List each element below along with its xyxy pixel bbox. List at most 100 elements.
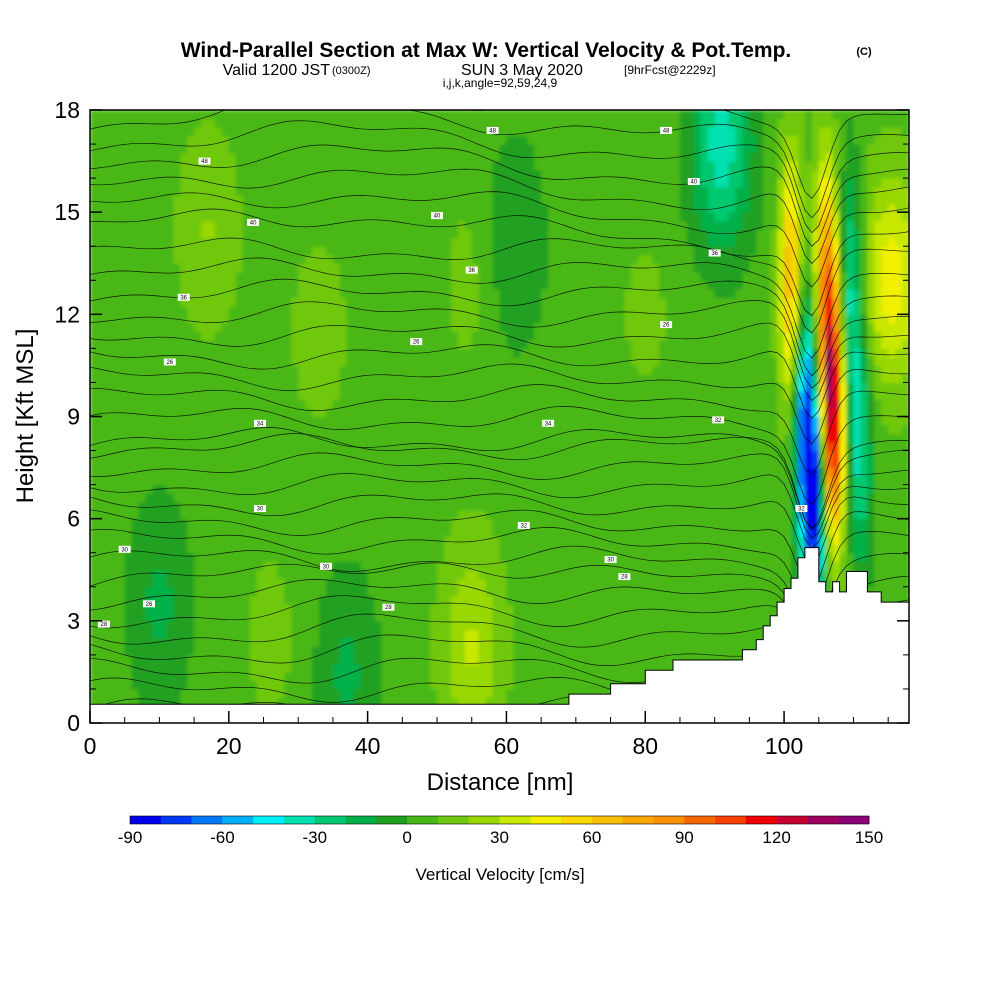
velocity-cell xyxy=(450,476,459,486)
velocity-cell xyxy=(534,518,542,528)
velocity-cell xyxy=(90,254,98,264)
velocity-cell xyxy=(117,144,126,154)
velocity-cell xyxy=(235,450,244,460)
velocity-cell xyxy=(256,561,265,571)
velocity-cell xyxy=(194,629,202,639)
velocity-cell xyxy=(346,186,355,196)
velocity-cell xyxy=(346,297,355,307)
velocity-cell xyxy=(450,203,459,213)
velocity-cell xyxy=(187,484,195,494)
velocity-cell xyxy=(416,280,424,290)
velocity-cell xyxy=(207,518,216,528)
velocity-cell xyxy=(409,322,417,332)
velocity-cell xyxy=(492,612,501,622)
velocity-cell xyxy=(492,254,501,264)
velocity-cell xyxy=(534,484,542,494)
velocity-cell xyxy=(90,433,98,443)
velocity-cell xyxy=(305,646,313,656)
velocity-cell xyxy=(277,254,285,264)
velocity-cell xyxy=(131,314,140,324)
velocity-cell xyxy=(471,390,480,401)
velocity-cell xyxy=(312,527,320,537)
velocity-cell xyxy=(263,586,272,596)
velocity-cell xyxy=(478,356,487,367)
velocity-cell xyxy=(207,322,216,332)
velocity-cell xyxy=(166,195,174,205)
velocity-cell xyxy=(228,544,237,554)
velocity-cell xyxy=(353,237,362,247)
velocity-cell xyxy=(561,144,570,154)
velocity-cell xyxy=(464,450,473,460)
velocity-cell xyxy=(124,518,133,528)
velocity-cell xyxy=(568,595,577,605)
velocity-cell xyxy=(506,663,514,673)
velocity-cell xyxy=(409,476,417,486)
velocity-cell xyxy=(235,603,244,613)
velocity-cell xyxy=(291,220,299,230)
velocity-cell xyxy=(478,663,487,673)
velocity-cell xyxy=(152,646,161,656)
velocity-cell xyxy=(90,305,98,315)
velocity-cell xyxy=(110,425,119,435)
velocity-cell xyxy=(277,518,285,528)
velocity-cell xyxy=(145,178,154,188)
velocity-cell xyxy=(353,390,362,401)
velocity-cell xyxy=(395,688,403,699)
velocity-cell xyxy=(124,220,133,230)
velocity-cell xyxy=(478,110,487,120)
velocity-cell xyxy=(568,561,577,571)
velocity-cell xyxy=(124,322,133,332)
velocity-cell xyxy=(298,161,306,171)
velocity-cell xyxy=(513,118,521,128)
velocity-cell xyxy=(235,297,244,307)
velocity-cell xyxy=(256,339,265,349)
velocity-cell xyxy=(464,212,473,222)
velocity-cell xyxy=(291,612,299,622)
velocity-cell xyxy=(145,680,154,690)
velocity-cell xyxy=(561,288,570,298)
velocity-cell xyxy=(277,127,285,137)
velocity-cell xyxy=(568,569,577,579)
velocity-cell xyxy=(221,561,230,571)
velocity-cell xyxy=(159,271,167,281)
velocity-cell xyxy=(277,399,285,409)
velocity-cell xyxy=(117,399,126,409)
velocity-cell xyxy=(506,646,514,656)
velocity-cell xyxy=(353,195,362,205)
velocity-cell xyxy=(381,467,390,477)
velocity-cell xyxy=(339,399,348,409)
velocity-cell xyxy=(166,237,174,247)
velocity-cell xyxy=(548,399,556,409)
velocity-cell xyxy=(457,407,466,418)
velocity-cell xyxy=(388,152,396,162)
velocity-cell xyxy=(263,603,272,613)
velocity-cell xyxy=(110,356,119,367)
velocity-cell xyxy=(173,595,181,605)
velocity-cell xyxy=(90,629,98,639)
velocity-cell xyxy=(541,578,549,588)
velocity-cell xyxy=(117,297,126,307)
velocity-cell xyxy=(110,305,119,315)
velocity-cell xyxy=(173,552,181,562)
velocity-cell xyxy=(478,425,487,435)
velocity-cell xyxy=(374,663,383,673)
velocity-cell xyxy=(506,467,514,477)
velocity-cell xyxy=(124,442,133,452)
velocity-cell xyxy=(381,552,390,562)
velocity-cell xyxy=(256,646,265,656)
velocity-cell xyxy=(395,305,403,315)
velocity-cell xyxy=(291,416,299,426)
velocity-cell xyxy=(381,135,390,145)
velocity-cell xyxy=(367,586,376,596)
velocity-cell xyxy=(152,595,161,605)
velocity-cell xyxy=(499,510,508,520)
velocity-cell xyxy=(339,510,348,520)
velocity-cell xyxy=(402,305,410,315)
velocity-cell xyxy=(103,407,112,418)
velocity-cell xyxy=(305,390,313,401)
velocity-cell xyxy=(353,373,362,384)
velocity-cell xyxy=(527,339,535,349)
velocity-cell xyxy=(117,339,126,349)
velocity-cell xyxy=(513,680,521,690)
velocity-cell xyxy=(298,493,306,503)
